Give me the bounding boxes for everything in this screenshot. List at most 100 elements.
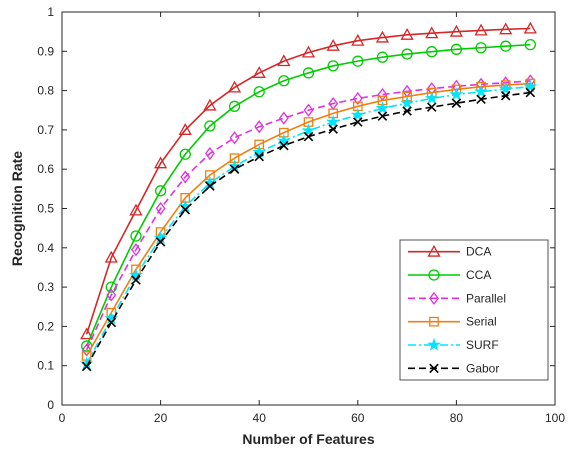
data-point-gabor — [525, 87, 536, 98]
legend-marker — [427, 337, 441, 351]
y-tick-label: 0.8 — [37, 84, 54, 98]
data-point-surf — [276, 133, 291, 147]
data-point-surf — [375, 101, 390, 115]
data-point-dca — [375, 30, 390, 43]
marker-stroke — [81, 361, 92, 372]
marker-stroke — [279, 140, 289, 151]
data-point-cca — [401, 48, 413, 60]
data-point-cca — [475, 42, 487, 54]
x-tick-label: 0 — [59, 411, 66, 425]
marker-stroke — [328, 124, 338, 134]
data-point-dca — [351, 33, 365, 46]
data-point-dca — [523, 21, 537, 34]
marker-stroke — [377, 111, 388, 121]
data-point-dca — [129, 203, 143, 216]
legend-label: Serial — [466, 315, 497, 329]
data-point-dca — [203, 98, 217, 111]
data-point-gabor — [205, 181, 215, 191]
data-point-cca — [327, 60, 339, 72]
y-tick-label: 1 — [47, 5, 54, 19]
data-point-parallel — [131, 243, 141, 257]
series-line-cca — [85, 43, 531, 347]
data-point-cca — [302, 67, 315, 79]
data-point-dca — [400, 27, 414, 40]
legend-item-serial: Serial — [408, 315, 497, 329]
legend-marker — [429, 316, 439, 327]
plot-area — [79, 21, 538, 372]
marker-stroke — [500, 90, 511, 101]
data-point-gabor — [279, 140, 289, 151]
data-point-gabor — [451, 98, 462, 108]
data-point-dca — [449, 24, 464, 37]
data-point-dca — [252, 66, 266, 78]
data-point-dca — [227, 80, 242, 93]
y-axis-label: Recognition Rate — [9, 151, 25, 266]
legend-item-dca: DCA — [408, 245, 491, 259]
legend-marker — [427, 244, 441, 257]
legend-item-cca: CCA — [408, 268, 491, 282]
data-point-cca — [179, 148, 191, 160]
data-point-surf — [326, 114, 341, 128]
data-point-gabor — [476, 94, 486, 105]
x-tick-label: 80 — [450, 411, 464, 425]
data-point-surf — [474, 84, 488, 98]
y-tick-label: 0.4 — [37, 241, 54, 255]
marker-stroke — [426, 102, 437, 112]
data-point-parallel — [106, 288, 117, 302]
marker-stroke — [451, 98, 462, 108]
data-point-cca — [278, 75, 290, 87]
data-point-cca — [376, 51, 389, 63]
data-point-gabor — [377, 111, 388, 121]
data-point-gabor — [81, 361, 92, 372]
data-point-gabor — [229, 164, 240, 174]
x-tick-label: 20 — [154, 411, 168, 425]
legend-marker — [428, 269, 440, 281]
data-point-parallel — [155, 201, 166, 216]
data-point-parallel — [254, 120, 265, 134]
legend-marker — [429, 291, 439, 305]
legend-label: Parallel — [466, 291, 506, 305]
data-point-gabor — [155, 237, 166, 247]
data-point-cca — [524, 38, 536, 51]
marker-stroke — [429, 363, 439, 374]
legend-marker — [429, 363, 439, 374]
y-tick-label: 0.2 — [37, 319, 54, 333]
data-point-parallel — [352, 91, 363, 106]
marker-stroke — [229, 164, 240, 174]
y-tick-label: 0.1 — [37, 359, 54, 373]
data-point-parallel — [278, 111, 289, 125]
legend-label: CCA — [466, 268, 491, 282]
data-point-parallel — [180, 170, 191, 184]
y-tick-label: 0 — [47, 398, 54, 412]
data-point-gabor — [328, 124, 338, 134]
data-point-gabor — [254, 151, 264, 162]
data-point-surf — [400, 95, 415, 110]
marker-stroke — [476, 94, 486, 105]
x-axis-label: Number of Features — [242, 431, 374, 447]
data-point-dca — [326, 38, 340, 51]
data-point-cca — [130, 230, 142, 242]
data-point-dca — [474, 23, 488, 36]
data-point-gabor — [180, 204, 191, 215]
data-point-cca — [253, 86, 265, 98]
data-point-surf — [153, 230, 168, 244]
data-point-cca — [426, 46, 438, 58]
y-tick-label: 0.6 — [37, 162, 54, 176]
legend-label: DCA — [466, 245, 491, 259]
marker-stroke — [254, 151, 264, 162]
series-surf — [79, 79, 538, 370]
series-line-dca — [85, 27, 531, 335]
data-point-surf — [350, 107, 365, 121]
data-point-dca — [104, 250, 118, 263]
marker-stroke — [106, 317, 117, 328]
data-point-parallel — [303, 103, 314, 117]
data-point-dca — [153, 156, 168, 169]
y-tick-label: 0.5 — [37, 202, 54, 216]
data-point-gabor — [106, 317, 117, 328]
data-point-dca — [499, 22, 513, 35]
data-point-dca — [80, 327, 94, 340]
marker-stroke — [525, 87, 536, 98]
y-tick-label: 0.7 — [37, 123, 54, 137]
data-point-cca — [450, 43, 463, 55]
